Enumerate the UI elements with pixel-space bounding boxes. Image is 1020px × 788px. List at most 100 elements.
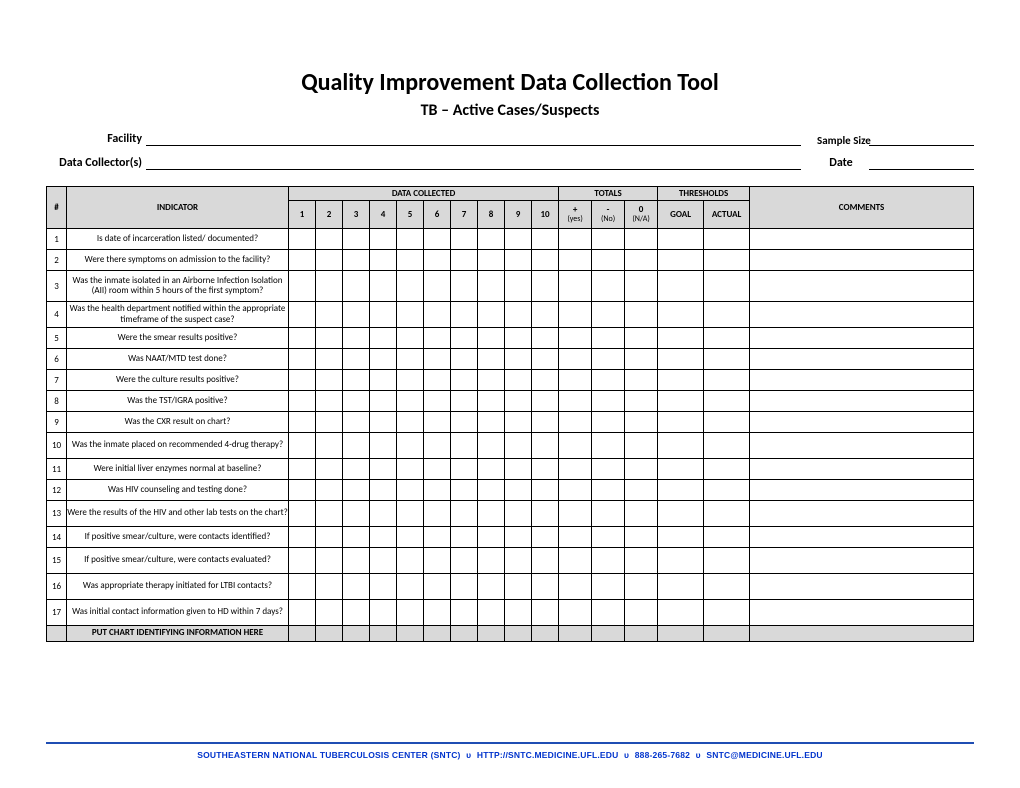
data-cell[interactable] (289, 459, 316, 480)
data-cell[interactable] (559, 328, 592, 349)
data-cell[interactable] (343, 548, 370, 574)
data-cell[interactable] (704, 433, 750, 459)
data-cell[interactable] (316, 370, 343, 391)
data-cell[interactable] (704, 459, 750, 480)
data-cell[interactable] (343, 574, 370, 600)
data-cell[interactable] (625, 412, 658, 433)
data-cell[interactable] (532, 548, 559, 574)
data-cell[interactable] (316, 574, 343, 600)
data-cell[interactable] (451, 370, 478, 391)
data-cell[interactable] (370, 302, 397, 328)
data-cell[interactable] (451, 459, 478, 480)
data-cell[interactable] (478, 412, 505, 433)
data-cell[interactable] (625, 391, 658, 412)
data-cell[interactable] (658, 391, 704, 412)
data-cell[interactable] (289, 391, 316, 412)
data-cell[interactable] (505, 370, 532, 391)
data-cell[interactable] (559, 250, 592, 271)
data-cell[interactable] (316, 271, 343, 302)
data-cell[interactable] (343, 349, 370, 370)
data-cell[interactable] (750, 229, 974, 250)
data-cell[interactable] (532, 527, 559, 548)
data-cell[interactable] (704, 302, 750, 328)
data-cell[interactable] (505, 391, 532, 412)
data-cell[interactable] (704, 574, 750, 600)
data-cell[interactable] (704, 412, 750, 433)
data-cell[interactable] (478, 302, 505, 328)
data-cell[interactable] (559, 501, 592, 527)
data-cell[interactable] (478, 527, 505, 548)
data-cell[interactable] (289, 548, 316, 574)
data-cell[interactable] (289, 412, 316, 433)
data-cell[interactable] (658, 302, 704, 328)
data-cell[interactable] (424, 480, 451, 501)
data-cell[interactable] (625, 433, 658, 459)
data-cell[interactable] (704, 391, 750, 412)
data-cell[interactable] (343, 480, 370, 501)
data-cell[interactable] (532, 600, 559, 626)
data-cell[interactable] (505, 459, 532, 480)
data-cell[interactable] (370, 271, 397, 302)
data-cell[interactable] (658, 328, 704, 349)
data-cell[interactable] (451, 501, 478, 527)
data-cell[interactable] (704, 600, 750, 626)
data-cell[interactable] (592, 574, 625, 600)
data-cell[interactable] (451, 302, 478, 328)
data-cell[interactable] (505, 412, 532, 433)
data-cell[interactable] (478, 501, 505, 527)
data-cell[interactable] (397, 480, 424, 501)
data-cell[interactable] (505, 501, 532, 527)
data-cell[interactable] (532, 459, 559, 480)
data-cell[interactable] (316, 349, 343, 370)
data-cell[interactable] (343, 302, 370, 328)
data-cell[interactable] (750, 302, 974, 328)
data-cell[interactable] (625, 349, 658, 370)
data-cell[interactable] (451, 349, 478, 370)
data-cell[interactable] (658, 548, 704, 574)
data-cell[interactable] (505, 271, 532, 302)
data-cell[interactable] (625, 229, 658, 250)
data-cell[interactable] (478, 600, 505, 626)
data-cell[interactable] (505, 480, 532, 501)
data-cell[interactable] (424, 548, 451, 574)
data-cell[interactable] (424, 433, 451, 459)
data-cell[interactable] (532, 250, 559, 271)
data-cell[interactable] (658, 501, 704, 527)
data-cell[interactable] (316, 433, 343, 459)
data-cell[interactable] (478, 433, 505, 459)
data-cell[interactable] (370, 229, 397, 250)
data-cell[interactable] (478, 271, 505, 302)
data-cell[interactable] (370, 574, 397, 600)
data-cell[interactable] (704, 480, 750, 501)
data-cell[interactable] (505, 527, 532, 548)
data-cell[interactable] (658, 412, 704, 433)
data-cell[interactable] (750, 349, 974, 370)
data-cell[interactable] (559, 370, 592, 391)
data-cell[interactable] (397, 433, 424, 459)
data-cell[interactable] (397, 548, 424, 574)
data-cell[interactable] (343, 250, 370, 271)
data-cell[interactable] (625, 250, 658, 271)
data-cell[interactable] (750, 391, 974, 412)
data-cell[interactable] (625, 548, 658, 574)
data-cell[interactable] (397, 527, 424, 548)
data-cell[interactable] (559, 527, 592, 548)
data-cell[interactable] (750, 370, 974, 391)
data-cell[interactable] (532, 412, 559, 433)
data-cell[interactable] (625, 527, 658, 548)
data-cell[interactable] (750, 501, 974, 527)
data-cell[interactable] (343, 412, 370, 433)
data-cell[interactable] (559, 271, 592, 302)
data-cell[interactable] (451, 271, 478, 302)
data-cell[interactable] (505, 250, 532, 271)
data-cell[interactable] (343, 328, 370, 349)
data-cell[interactable] (397, 271, 424, 302)
data-cell[interactable] (451, 574, 478, 600)
data-cell[interactable] (559, 229, 592, 250)
data-cell[interactable] (289, 271, 316, 302)
data-cell[interactable] (478, 391, 505, 412)
data-cell[interactable] (592, 271, 625, 302)
data-cell[interactable] (658, 349, 704, 370)
data-cell[interactable] (316, 480, 343, 501)
data-cell[interactable] (343, 391, 370, 412)
